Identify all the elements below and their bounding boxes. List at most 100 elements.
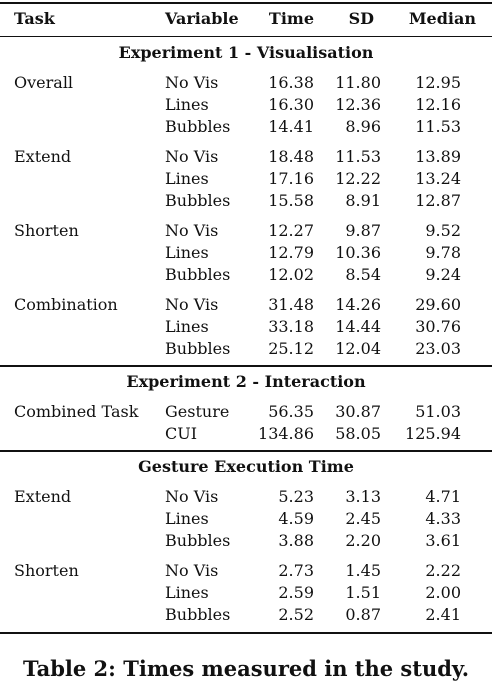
- variable-cell: No Vis: [165, 487, 219, 506]
- variable-cell: No Vis: [165, 147, 219, 166]
- median-cell: 4.71: [425, 487, 461, 506]
- variable-cell: Bubbles: [165, 117, 231, 136]
- variable-cell: Lines: [165, 317, 209, 336]
- median-cell: 11.53: [415, 117, 461, 136]
- sd-cell: 11.53: [335, 147, 381, 166]
- median-cell: 12.16: [415, 95, 461, 114]
- task-label: Shorten: [14, 561, 79, 580]
- sd-cell: 12.22: [335, 169, 381, 188]
- median-cell: 9.52: [425, 221, 461, 240]
- time-cell: 56.35: [268, 402, 314, 421]
- sd-cell: 1.45: [345, 561, 381, 580]
- sd-cell: 8.96: [345, 117, 381, 136]
- time-cell: 134.86: [258, 424, 314, 443]
- variable-cell: No Vis: [165, 561, 219, 580]
- time-cell: 12.27: [268, 221, 314, 240]
- header-sd: SD: [348, 9, 374, 28]
- variable-cell: Lines: [165, 509, 209, 528]
- time-cell: 5.23: [278, 487, 314, 506]
- variable-cell: Bubbles: [165, 605, 231, 624]
- variable-cell: Bubbles: [165, 339, 231, 358]
- median-cell: 12.95: [415, 73, 461, 92]
- median-cell: 9.24: [425, 265, 461, 284]
- variable-cell: Bubbles: [165, 265, 231, 284]
- section-rule: [0, 450, 492, 452]
- median-cell: 125.94: [405, 424, 461, 443]
- sd-cell: 14.26: [335, 295, 381, 314]
- header-time: Time: [268, 9, 314, 28]
- median-cell: 30.76: [415, 317, 461, 336]
- time-cell: 33.18: [268, 317, 314, 336]
- task-label: Shorten: [14, 221, 79, 240]
- time-cell: 15.58: [268, 191, 314, 210]
- task-label: Combination: [14, 295, 118, 314]
- bottom-rule: [0, 632, 492, 634]
- header-median: Median: [408, 9, 476, 28]
- time-cell: 18.48: [268, 147, 314, 166]
- median-cell: 29.60: [415, 295, 461, 314]
- time-cell: 12.02: [268, 265, 314, 284]
- sd-cell: 3.13: [345, 487, 381, 506]
- median-cell: 9.78: [425, 243, 461, 262]
- sd-cell: 12.36: [335, 95, 381, 114]
- sd-cell: 58.05: [335, 424, 381, 443]
- median-cell: 23.03: [415, 339, 461, 358]
- variable-cell: Lines: [165, 169, 209, 188]
- sd-cell: 2.20: [345, 531, 381, 550]
- top-rule: [0, 2, 492, 4]
- sd-cell: 14.44: [335, 317, 381, 336]
- median-cell: 4.33: [425, 509, 461, 528]
- time-cell: 14.41: [268, 117, 314, 136]
- time-cell: 12.79: [268, 243, 314, 262]
- table-caption: Table 2: Times measured in the study.: [22, 656, 470, 681]
- variable-cell: Bubbles: [165, 531, 231, 550]
- sd-cell: 1.51: [345, 583, 381, 602]
- time-cell: 3.88: [278, 531, 314, 550]
- time-cell: 31.48: [268, 295, 314, 314]
- sd-cell: 10.36: [335, 243, 381, 262]
- header-variable: Variable: [165, 9, 239, 28]
- median-cell: 2.41: [425, 605, 461, 624]
- task-label: Extend: [14, 487, 72, 506]
- section-title: Experiment 2 - Interaction: [126, 372, 366, 391]
- section-title: Experiment 1 - Visualisation: [118, 43, 374, 62]
- median-cell: 3.61: [425, 531, 461, 550]
- time-cell: 17.16: [268, 169, 314, 188]
- sd-cell: 9.87: [345, 221, 381, 240]
- time-cell: 25.12: [268, 339, 314, 358]
- variable-cell: CUI: [165, 424, 198, 443]
- task-label: Overall: [14, 73, 74, 92]
- time-cell: 4.59: [278, 509, 314, 528]
- variable-cell: Lines: [165, 243, 209, 262]
- sd-cell: 0.87: [345, 605, 381, 624]
- sd-cell: 2.45: [345, 509, 381, 528]
- section-rule: [0, 365, 492, 367]
- header-rule: [0, 36, 492, 37]
- median-cell: 2.22: [425, 561, 461, 580]
- median-cell: 12.87: [415, 191, 461, 210]
- variable-cell: Lines: [165, 95, 209, 114]
- section-title: Gesture Execution Time: [138, 457, 354, 476]
- sd-cell: 8.54: [345, 265, 381, 284]
- task-label: Combined Task: [14, 402, 139, 421]
- time-cell: 2.52: [278, 605, 314, 624]
- median-cell: 2.00: [425, 583, 461, 602]
- header-task: Task: [14, 9, 55, 28]
- time-cell: 16.30: [268, 95, 314, 114]
- median-cell: 13.24: [415, 169, 461, 188]
- time-cell: 2.59: [278, 583, 314, 602]
- variable-cell: No Vis: [165, 73, 219, 92]
- sd-cell: 8.91: [345, 191, 381, 210]
- sd-cell: 11.80: [335, 73, 381, 92]
- variable-cell: Bubbles: [165, 191, 231, 210]
- variable-cell: Gesture: [165, 402, 230, 421]
- variable-cell: No Vis: [165, 295, 219, 314]
- median-cell: 51.03: [415, 402, 461, 421]
- variable-cell: Lines: [165, 583, 209, 602]
- sd-cell: 12.04: [335, 339, 381, 358]
- time-cell: 16.38: [268, 73, 314, 92]
- variable-cell: No Vis: [165, 221, 219, 240]
- median-cell: 13.89: [415, 147, 461, 166]
- sd-cell: 30.87: [335, 402, 381, 421]
